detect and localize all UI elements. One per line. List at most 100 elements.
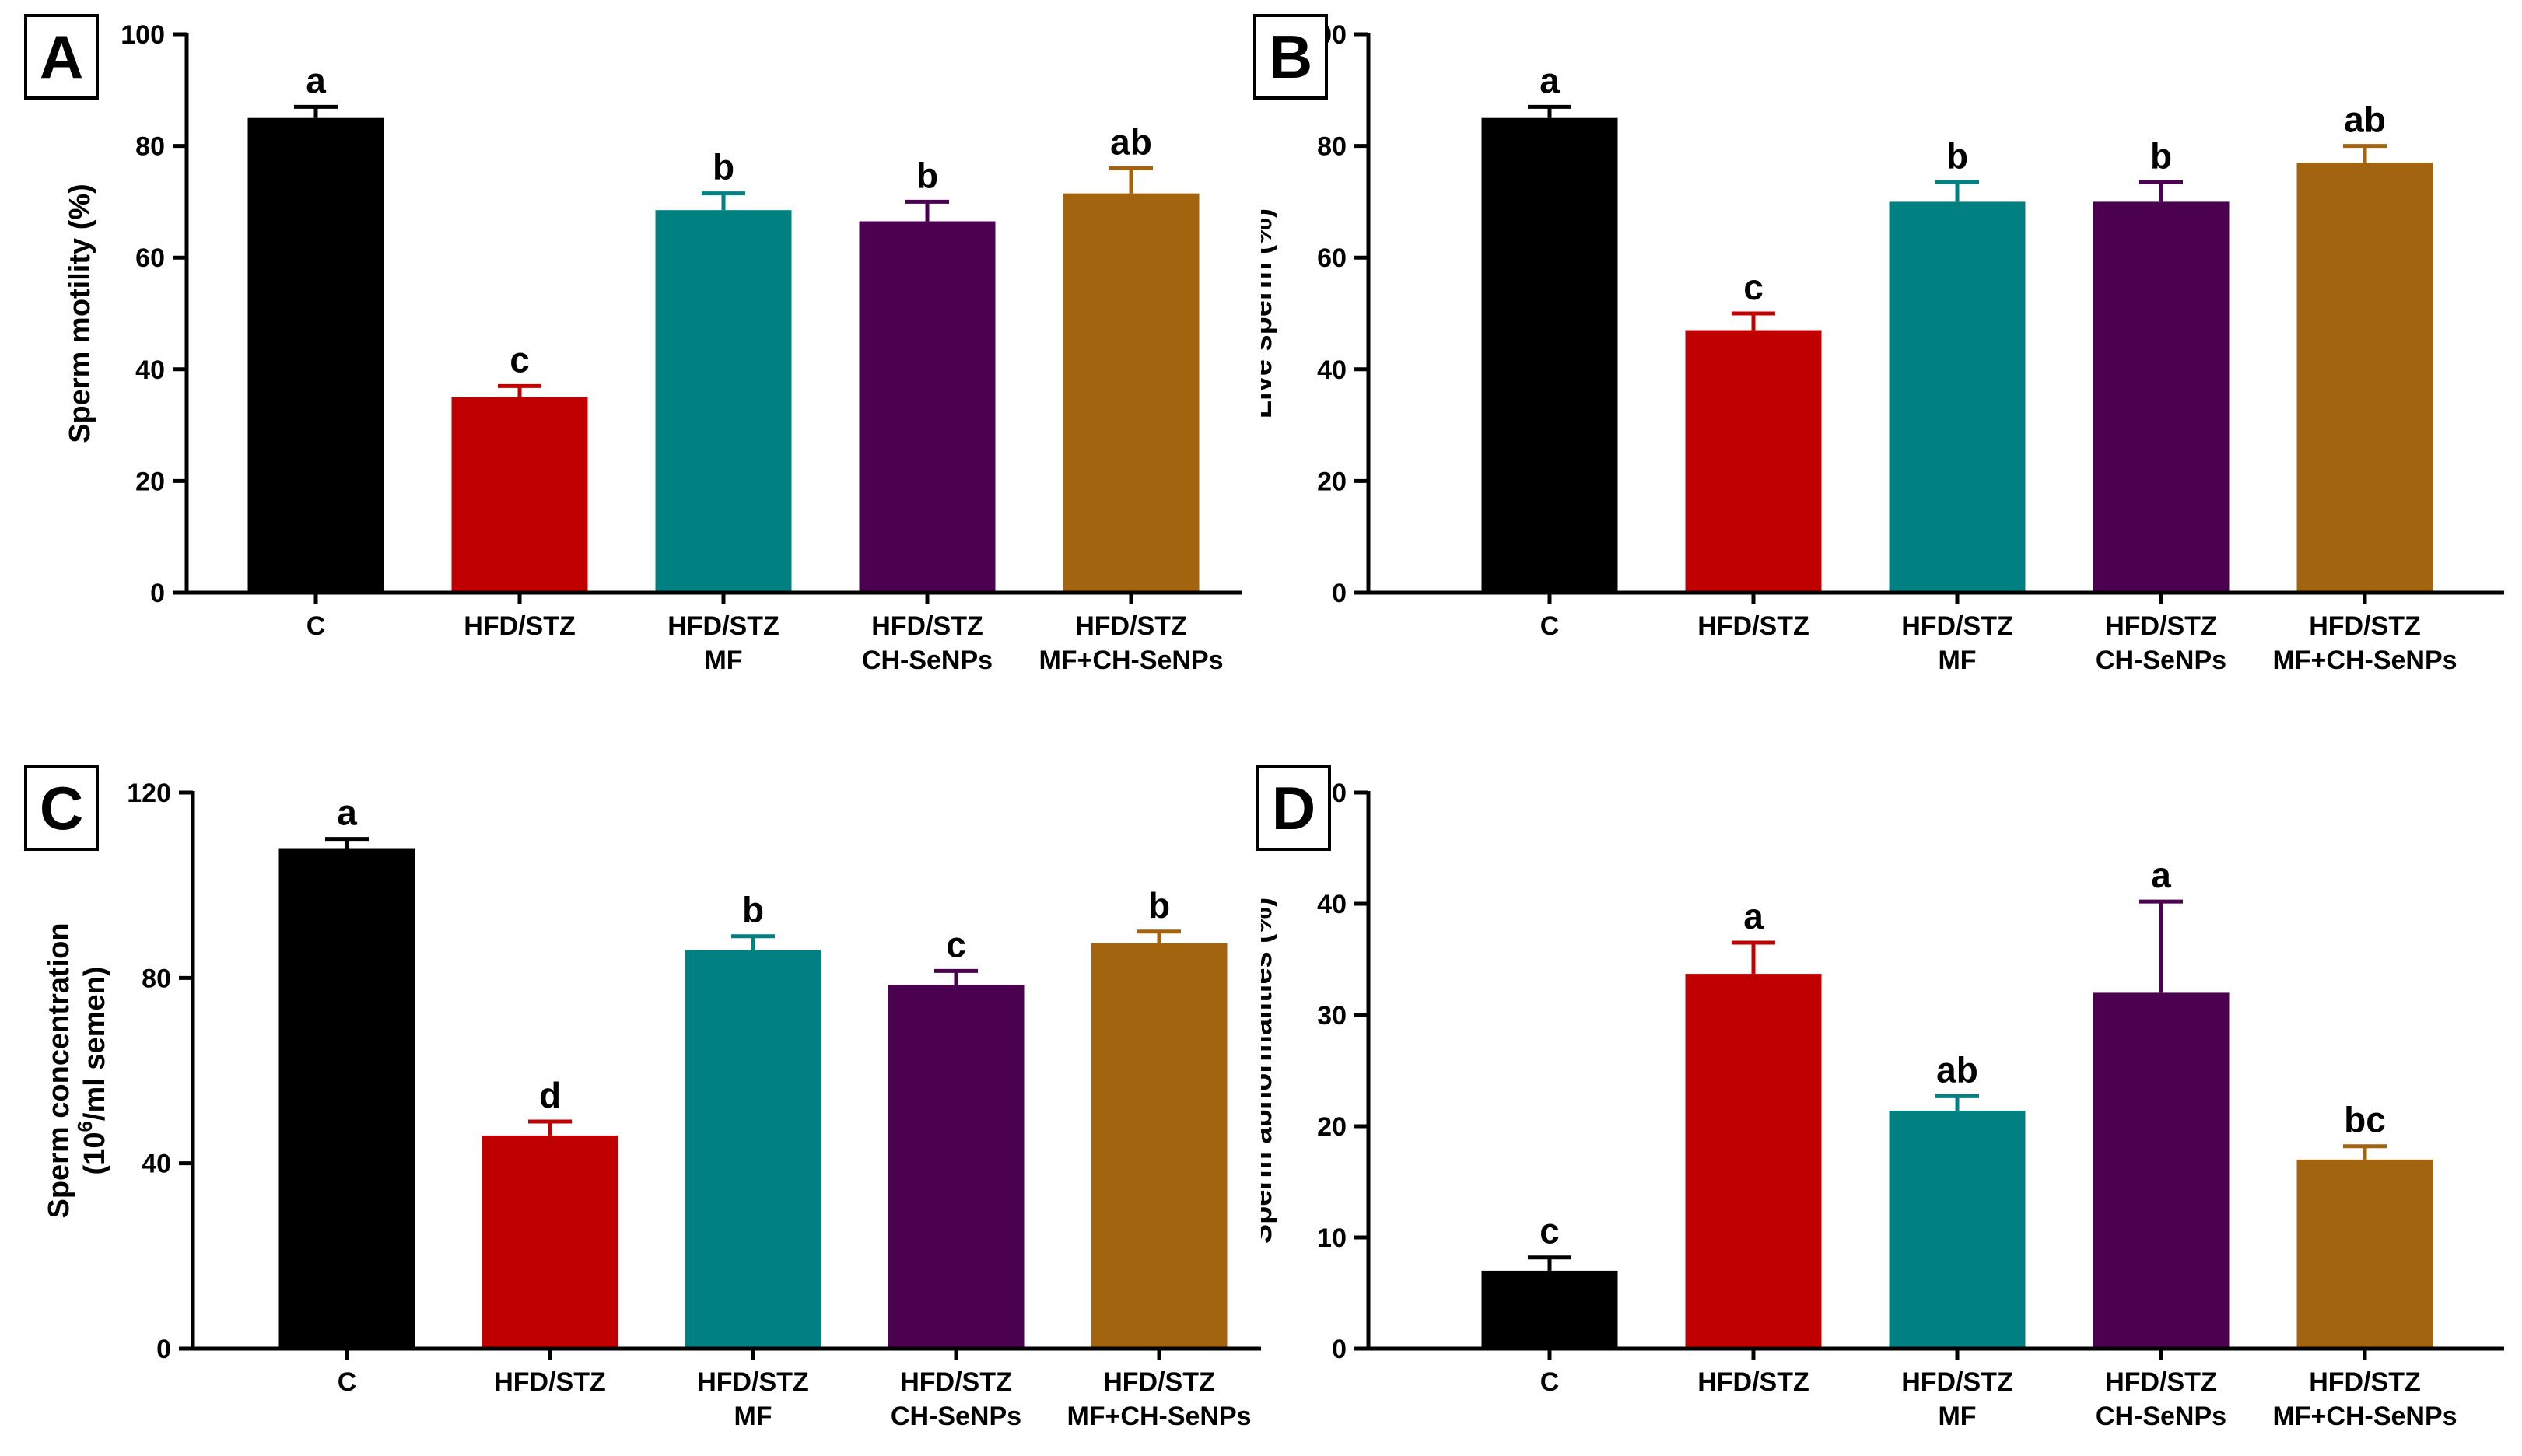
x-tick-label: C bbox=[1540, 611, 1560, 641]
y-tick-label: 60 bbox=[135, 243, 165, 273]
bar-chart: a Cc HFD/STZ b HFD/STZ MF b HFD/STZ CH-SeNPs ab HF… bbox=[64, 20, 1242, 675]
error-bar bbox=[702, 191, 745, 211]
error-bar bbox=[2343, 1144, 2387, 1160]
bar bbox=[482, 1135, 618, 1349]
bar bbox=[1091, 943, 1228, 1349]
bar bbox=[1063, 193, 1200, 593]
significance-label: c bbox=[510, 339, 530, 380]
significance-label: bc bbox=[2344, 1100, 2386, 1140]
x-tick-label: C bbox=[338, 1367, 357, 1397]
significance-label: ab bbox=[1936, 1049, 1978, 1090]
bar bbox=[1685, 330, 1822, 593]
bar bbox=[1481, 1270, 1618, 1349]
y-axis-label: Sperm concentration bbox=[43, 922, 75, 1218]
error-bar bbox=[1732, 940, 1775, 975]
bar bbox=[1889, 201, 2026, 593]
x-tick-label: MF bbox=[1938, 646, 1976, 675]
x-tick-label: HFD/STZ bbox=[494, 1367, 606, 1397]
y-tick-label: 40 bbox=[1317, 355, 1347, 385]
significance-label: ab bbox=[2344, 100, 2386, 140]
axes bbox=[1354, 790, 2504, 1360]
bar-chart: c Ca HFD/STZ ab HFD/STZ MF a HFD/STZ CH-SeNPs bc H… bbox=[1261, 779, 2504, 1431]
error-bar bbox=[2139, 899, 2183, 993]
error-bar bbox=[934, 968, 978, 985]
significance-label: b bbox=[1148, 885, 1170, 926]
y-tick-label: 40 bbox=[1317, 890, 1347, 919]
x-tick-label: C bbox=[1540, 1367, 1560, 1397]
error-bar bbox=[325, 837, 369, 849]
bar bbox=[247, 117, 384, 593]
x-tick-label: HFD/STZ bbox=[464, 611, 576, 641]
x-tick-label: HFD/STZ bbox=[1075, 611, 1187, 641]
bar bbox=[1481, 117, 1618, 593]
x-tick-label: CH-SeNPs bbox=[2096, 1402, 2226, 1431]
y-tick-label: 20 bbox=[1317, 467, 1347, 496]
error-bar bbox=[528, 1119, 572, 1136]
panel-label: B bbox=[1253, 14, 1328, 100]
y-tick-label: 10 bbox=[1317, 1223, 1347, 1253]
significance-label: b bbox=[1946, 135, 1968, 176]
error-bar bbox=[731, 934, 775, 950]
y-tick-label: 20 bbox=[135, 467, 165, 496]
error-bar bbox=[1935, 1094, 1979, 1111]
x-tick-label: HFD/STZ bbox=[1103, 1367, 1215, 1397]
x-tick-label: HFD/STZ bbox=[2105, 1367, 2217, 1397]
bar bbox=[2296, 1159, 2433, 1349]
x-tick-label: CH-SeNPs bbox=[862, 646, 993, 675]
significance-label: b bbox=[916, 155, 938, 195]
x-tick-label: MF bbox=[1938, 1402, 1976, 1431]
significance-label: d bbox=[539, 1075, 561, 1115]
y-tick-label: 80 bbox=[1317, 132, 1347, 162]
bar bbox=[1889, 1110, 2026, 1349]
significance-label: ab bbox=[1110, 121, 1152, 162]
bar bbox=[2093, 992, 2230, 1349]
x-tick-label: HFD/STZ bbox=[1697, 611, 1809, 641]
y-tick-label: 30 bbox=[1317, 1001, 1347, 1031]
y-tick-label: 20 bbox=[1317, 1112, 1347, 1142]
bar bbox=[2296, 163, 2433, 593]
bar-chart: a Cc HFD/STZ b HFD/STZ MF b HFD/STZ CH-SeNPs ab HF… bbox=[1261, 20, 2504, 675]
y-tick-label: 0 bbox=[1332, 579, 1347, 608]
error-bar bbox=[1137, 929, 1181, 943]
y-tick-label: 80 bbox=[142, 964, 171, 993]
significance-label: b bbox=[2150, 135, 2172, 176]
bar bbox=[278, 848, 415, 1349]
significance-label: a bbox=[337, 793, 357, 833]
y-tick-label: 100 bbox=[121, 20, 165, 50]
x-tick-label: HFD/STZ bbox=[2105, 611, 2217, 641]
panel-label: C bbox=[24, 765, 99, 851]
bar-chart: a Cd HFD/STZ b HFD/STZ MF c HFD/STZ CH-SeNPs b HFD… bbox=[43, 779, 1261, 1431]
axes bbox=[179, 790, 1261, 1360]
significance-label: c bbox=[1743, 267, 1764, 307]
error-bar bbox=[294, 104, 338, 118]
error-bar bbox=[1528, 104, 1571, 118]
y-tick-label: 80 bbox=[135, 132, 165, 162]
error-bar bbox=[2139, 180, 2183, 202]
significance-label: b bbox=[713, 147, 734, 187]
bar bbox=[2093, 201, 2230, 593]
y-axis-label: Sperm abnormalities (%) bbox=[1261, 898, 1278, 1244]
bar bbox=[685, 950, 821, 1349]
x-tick-label: MF+CH-SeNPs bbox=[2272, 646, 2457, 675]
y-tick-label: 0 bbox=[1332, 1335, 1347, 1364]
significance-label: c bbox=[1539, 1211, 1560, 1251]
error-bar bbox=[2343, 144, 2387, 163]
bar bbox=[888, 985, 1025, 1349]
panel-label: A bbox=[24, 14, 99, 100]
y-axis-label: Sperm motility (%) bbox=[64, 184, 96, 443]
y-axis-label: (106/ml semen) bbox=[73, 967, 111, 1175]
y-tick-label: 40 bbox=[142, 1150, 171, 1179]
x-tick-label: HFD/STZ bbox=[697, 1367, 809, 1397]
x-tick-label: CH-SeNPs bbox=[2096, 646, 2226, 675]
error-bar bbox=[905, 199, 949, 222]
x-tick-label: HFD/STZ bbox=[1697, 1367, 1809, 1397]
x-tick-label: C bbox=[306, 611, 326, 641]
x-tick-label: MF+CH-SeNPs bbox=[1039, 646, 1223, 675]
significance-label: b bbox=[742, 890, 764, 930]
significance-label: a bbox=[2151, 855, 2171, 895]
significance-label: a bbox=[306, 60, 326, 100]
x-tick-label: HFD/STZ bbox=[1901, 611, 2013, 641]
